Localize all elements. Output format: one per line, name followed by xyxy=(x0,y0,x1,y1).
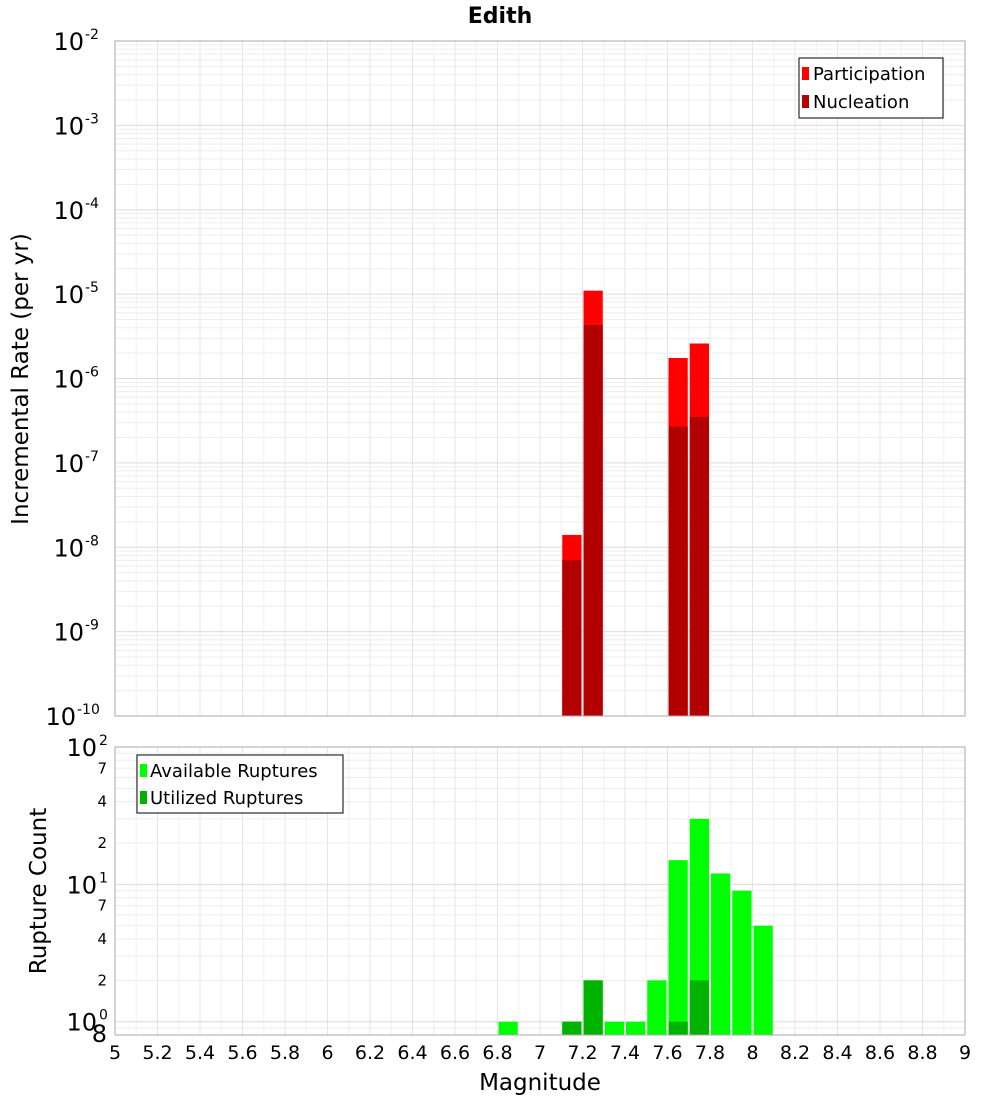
top-y-tick-label: 10 xyxy=(53,28,84,56)
top-y-axis-label: Incremental Rate (per yr) xyxy=(8,233,34,525)
x-tick-label: 6.6 xyxy=(440,1042,470,1064)
bottom-legend: Available Ruptures Utilized Ruptures xyxy=(136,754,344,814)
bottom-y-minor-tick-label: 7 xyxy=(97,759,107,777)
x-tick-label: 5.2 xyxy=(142,1042,172,1064)
x-axis-label: Magnitude xyxy=(479,1070,601,1096)
bar-available-ruptures-8.05 xyxy=(753,925,773,1035)
top-y-tick-exponent: -5 xyxy=(85,280,99,296)
x-tick-label: 9 xyxy=(959,1042,971,1064)
bottom-y-minor-tick-label: 2 xyxy=(97,834,107,852)
top-y-tick-label: 10 xyxy=(53,112,84,140)
x-tick-label: 8.8 xyxy=(907,1042,937,1064)
bar-nucleation-7.25 xyxy=(583,325,603,716)
x-tick-label: 5.4 xyxy=(185,1042,215,1064)
top-legend-box xyxy=(798,57,944,119)
x-tick-label: 8.6 xyxy=(865,1042,895,1064)
top-y-tick-exponent: -6 xyxy=(85,365,99,381)
bottom-y-tick-exponent: 1 xyxy=(99,870,108,886)
x-tick-label: 5 xyxy=(109,1042,121,1064)
bar-utilized-ruptures-7.65 xyxy=(668,1021,688,1035)
top-y-tick-label: 10 xyxy=(53,197,84,225)
bottom-y-tick-label: 10 xyxy=(66,871,97,899)
top-y-tick-exponent: -9 xyxy=(85,618,99,634)
x-tick-label: 8.2 xyxy=(780,1042,810,1064)
bottom-legend-box xyxy=(136,754,344,814)
x-tick-label: 8.4 xyxy=(822,1042,852,1064)
x-tick-label: 7.4 xyxy=(610,1042,640,1064)
top-y-tick-label: 10 xyxy=(53,450,84,478)
top-y-tick-exponent: -10 xyxy=(77,702,100,718)
bottom-y-minor-tick-label: 4 xyxy=(97,793,107,811)
bar-utilized-ruptures-7.25 xyxy=(583,980,603,1035)
bar-nucleation-7.75 xyxy=(689,416,709,716)
bar-available-ruptures-6.85 xyxy=(498,1021,518,1035)
top-y-tick-exponent: -3 xyxy=(85,111,99,127)
x-tick-label: 6.2 xyxy=(355,1042,385,1064)
x-tick-label: 5.8 xyxy=(270,1042,300,1064)
bar-available-ruptures-7.65 xyxy=(668,860,688,1035)
bar-available-ruptures-7.45 xyxy=(626,1021,646,1035)
top-y-tick-label: 10 xyxy=(53,619,84,647)
bottom-y-minor-tick-label: 8 xyxy=(92,1020,107,1048)
x-tick-label: 6.8 xyxy=(482,1042,512,1064)
top-plot-bars xyxy=(562,290,709,716)
x-tick-labels: 5 5.2 5.4 5.6 5.8 6 6.2 6.4 6.6 6.8 7 7.2 7.4 7.6 7.8 8… xyxy=(109,1042,971,1064)
bottom-y-minor-tick-label: 7 xyxy=(97,897,107,915)
x-tick-label: 5.6 xyxy=(227,1042,257,1064)
bar-nucleation-7.15 xyxy=(562,560,582,716)
x-tick-label: 8 xyxy=(746,1042,758,1064)
legend-label-utilized-ruptures: Utilized Ruptures xyxy=(150,788,303,809)
legend-swatch-available-ruptures xyxy=(140,764,147,777)
legend-swatch-participation xyxy=(802,67,809,80)
top-y-tick-exponent: -4 xyxy=(85,196,99,212)
bottom-y-tick-label: 10 xyxy=(66,1009,97,1037)
bottom-plot-grid xyxy=(114,746,966,1036)
bar-available-ruptures-7.55 xyxy=(647,980,667,1035)
top-y-tick-label: 10 xyxy=(53,281,84,309)
x-tick-label: 6 xyxy=(321,1042,333,1064)
top-y-tick-label: 10 xyxy=(53,534,84,562)
top-y-tick-label: 10 xyxy=(45,703,76,731)
legend-label-available-ruptures: Available Ruptures xyxy=(150,761,318,782)
bottom-y-minor-tick-label: 4 xyxy=(97,930,107,948)
top-y-tick-label: 10 xyxy=(53,366,84,394)
top-plot-frame xyxy=(114,40,966,717)
x-tick-label: 7.6 xyxy=(652,1042,682,1064)
bar-utilized-ruptures-7.15 xyxy=(562,1021,582,1035)
bar-available-ruptures-7.85 xyxy=(711,873,731,1035)
bar-utilized-ruptures-7.75 xyxy=(689,980,709,1035)
legend-swatch-nucleation xyxy=(802,95,809,108)
bottom-y-tick-label: 10 xyxy=(66,734,97,762)
bottom-y-tick-exponent: 2 xyxy=(99,733,108,749)
top-y-tick-labels: 10-210-310-410-510-610-710-810-910-10 xyxy=(45,27,99,731)
bar-available-ruptures-7.95 xyxy=(732,890,752,1035)
bottom-plot-bars xyxy=(498,818,773,1035)
x-tick-label: 7.2 xyxy=(567,1042,597,1064)
top-plot-grid xyxy=(114,41,966,717)
x-tick-label: 7.8 xyxy=(695,1042,725,1064)
chart-title: Edith xyxy=(468,4,533,29)
bar-available-ruptures-7.35 xyxy=(604,1021,624,1035)
x-tick-label: 7 xyxy=(534,1042,546,1064)
top-y-tick-exponent: -7 xyxy=(85,449,99,465)
bottom-y-tick-exponent: 0 xyxy=(99,1008,108,1024)
legend-label-nucleation: Nucleation xyxy=(813,92,909,113)
legend-label-participation: Participation xyxy=(813,64,925,85)
x-tick-label: 6.4 xyxy=(397,1042,427,1064)
bottom-plot-frame xyxy=(114,746,966,1036)
top-y-tick-exponent: -2 xyxy=(85,27,99,43)
top-legend: Participation Nucleation xyxy=(798,57,944,119)
bar-nucleation-7.65 xyxy=(668,426,688,716)
bottom-y-axis-label: Rupture Count xyxy=(26,808,52,974)
top-y-tick-exponent: -8 xyxy=(85,533,99,549)
legend-swatch-utilized-ruptures xyxy=(140,791,147,804)
bottom-y-minor-tick-label: 2 xyxy=(97,971,107,989)
